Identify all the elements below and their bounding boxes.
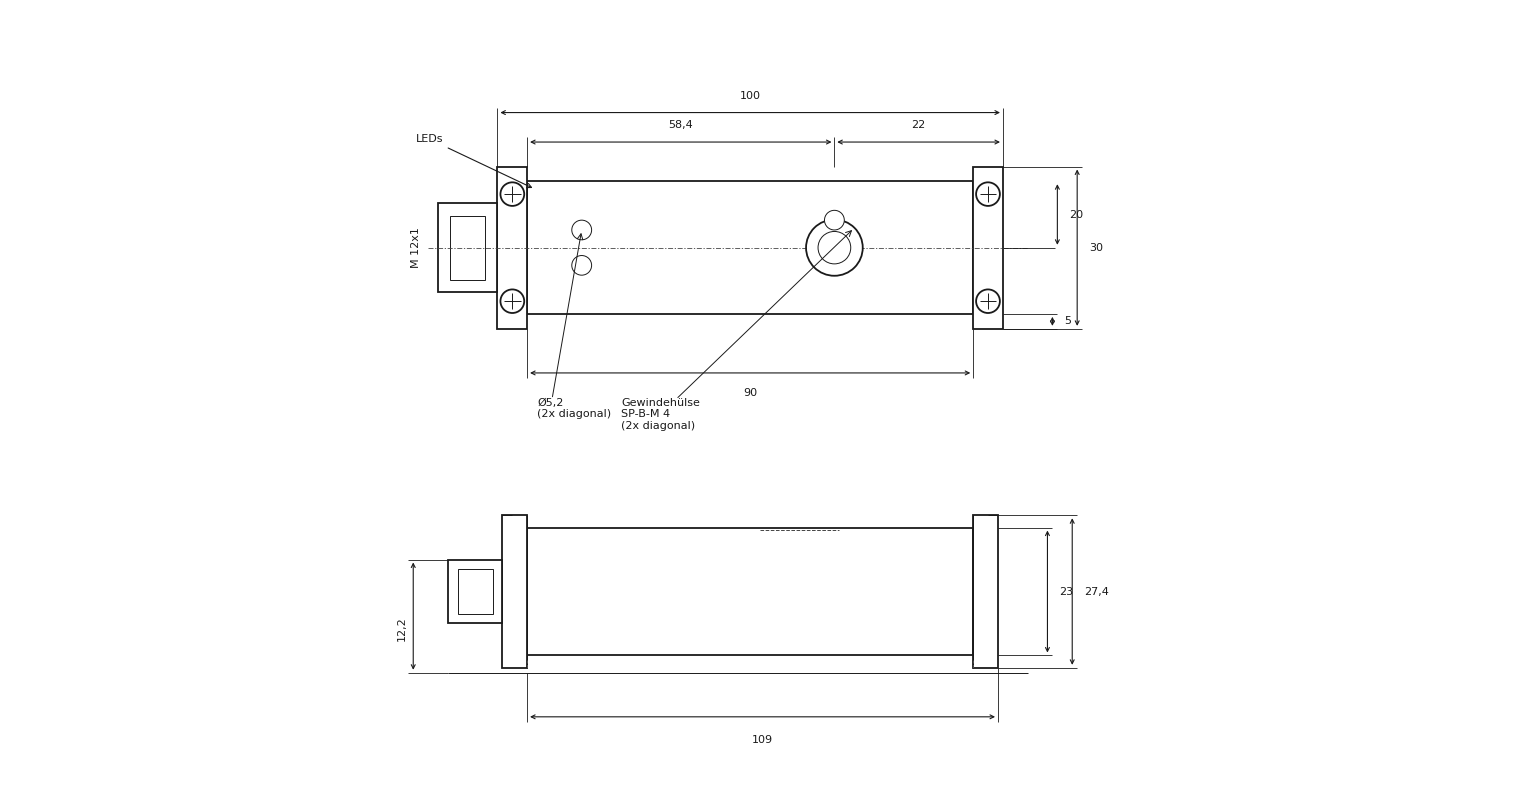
Text: 5: 5 — [1064, 316, 1071, 327]
Circle shape — [806, 219, 863, 276]
Circle shape — [819, 231, 851, 264]
Bar — [527, 181, 974, 314]
Text: Gewindehülse
SP-B-M 4
(2x diagonal): Gewindehülse SP-B-M 4 (2x diagonal) — [622, 398, 700, 431]
Text: 109: 109 — [753, 735, 773, 744]
Bar — [974, 515, 998, 668]
Text: 27,4: 27,4 — [1084, 587, 1109, 596]
Text: Ø5,2
(2x diagonal): Ø5,2 (2x diagonal) — [538, 398, 611, 419]
Bar — [450, 215, 485, 280]
Bar — [502, 515, 527, 668]
Circle shape — [825, 211, 845, 230]
Circle shape — [501, 289, 524, 313]
Bar — [438, 204, 498, 292]
Text: 90: 90 — [743, 388, 757, 398]
Circle shape — [571, 220, 591, 240]
Circle shape — [501, 182, 524, 206]
Text: 30: 30 — [1089, 242, 1103, 253]
Bar — [974, 167, 1003, 328]
Bar — [527, 528, 974, 655]
Text: 20: 20 — [1069, 210, 1083, 219]
Text: M 12x1: M 12x1 — [412, 227, 421, 268]
Circle shape — [975, 182, 1000, 206]
Circle shape — [571, 255, 591, 275]
Text: 58,4: 58,4 — [668, 120, 693, 130]
Text: 22: 22 — [911, 120, 926, 130]
Text: 100: 100 — [740, 91, 760, 101]
Circle shape — [975, 289, 1000, 313]
Bar — [449, 560, 502, 623]
Bar — [498, 167, 527, 328]
Text: LEDs: LEDs — [415, 134, 531, 188]
Text: 12,2: 12,2 — [396, 616, 407, 641]
Text: 23: 23 — [1060, 587, 1074, 596]
Bar — [458, 569, 493, 614]
